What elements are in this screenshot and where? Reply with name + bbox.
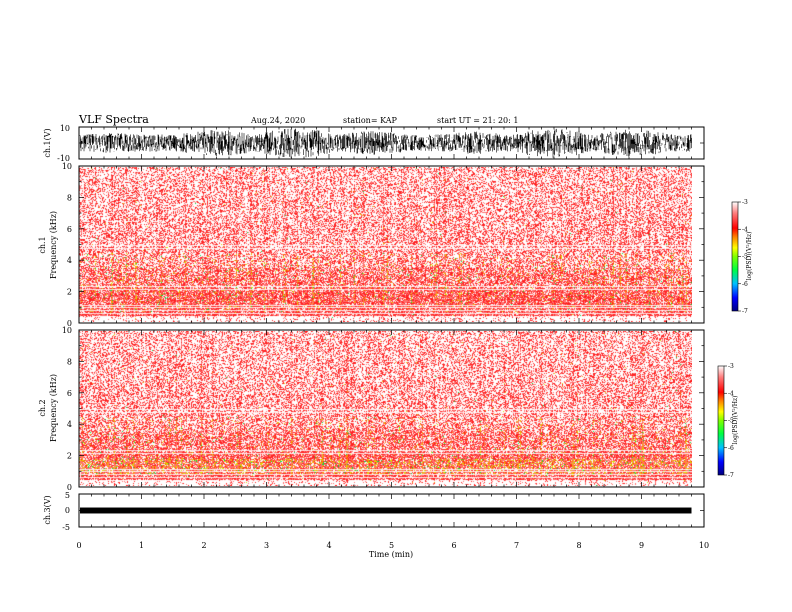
ch1-waveform-trace — [79, 128, 692, 158]
time-axis-label: Time (min) — [369, 550, 413, 559]
x-tick-label: 6 — [451, 541, 456, 550]
ch2-colorbar-gradient — [717, 365, 725, 476]
colorbar-tick-label: -6 — [728, 445, 734, 452]
colorbar-tick-label: -3 — [742, 199, 748, 206]
x-tick-label: 0 — [76, 541, 81, 550]
colorbar-tick-label: -7 — [742, 308, 748, 315]
y-tick-label: 4 — [67, 420, 72, 429]
y-tick-label: 10 — [62, 326, 72, 335]
ch1-spectrogram-panel: 0 2 4 6 8 10 ch.1 Frequency (kHz) -3 -4 -5 -6 -7 … — [38, 162, 753, 328]
ch2-spectrogram-ylabel-channel: ch.2 — [38, 399, 47, 416]
ch2-colorbar: -3 -4 -5 -6 -7 log(PSD)(V²/Hz) — [717, 363, 739, 479]
colorbar-tick-label: -5 — [742, 254, 748, 261]
colorbar-tick-label: -3 — [728, 363, 734, 370]
ch1-spectrogram-ylabel-freq: Frequency (kHz) — [49, 211, 58, 279]
colorbar-tick-label: -4 — [728, 390, 734, 397]
ch2-spectrogram-image — [79, 331, 692, 486]
ch1-waveform-ylabel: ch.1(V) — [43, 128, 52, 157]
ch1-ytick-bottom: -10 — [57, 154, 70, 163]
x-tick-label: 1 — [139, 541, 144, 550]
colorbar-tick-label: -7 — [728, 472, 734, 479]
y-tick-label: 2 — [67, 452, 72, 461]
ch3-waveform-band — [80, 507, 692, 514]
y-tick-label: 6 — [67, 389, 72, 398]
ch3-waveform-ylabel: ch.3(V) — [43, 495, 52, 524]
x-tick-label: 7 — [514, 541, 519, 550]
y-tick-label: 4 — [67, 256, 72, 265]
x-tick-label: 9 — [639, 541, 644, 550]
ch1-waveform-line — [79, 128, 692, 158]
spec1-raster — [79, 167, 692, 322]
y-tick-label: 8 — [67, 357, 72, 366]
ch3-ytick-mid: 0 — [65, 506, 70, 515]
ch2-spectrogram-ylabel-freq: Frequency (kHz) — [49, 374, 58, 442]
ch1-spectrogram-image — [79, 167, 692, 322]
y-tick-label: 6 — [67, 225, 72, 234]
ch3-ytick-top: 5 — [65, 491, 70, 500]
ch1-colorbar: -3 -4 -5 -6 -7 log(PSD)(V²/Hz) — [731, 199, 753, 315]
x-tick-label: 8 — [576, 541, 581, 550]
colorbar-tick-label: -5 — [728, 418, 734, 425]
station-label: station= KAP — [343, 116, 398, 125]
colorbar-tick-label: -6 — [742, 281, 748, 288]
ch1-ytick-top: 10 — [60, 124, 70, 133]
spec2-raster — [79, 331, 692, 486]
y-tick-label: 2 — [67, 288, 72, 297]
x-tick-label: 10 — [699, 541, 709, 550]
figure-title: VLF Spectra — [78, 113, 149, 126]
x-tick-label: 4 — [326, 541, 331, 550]
ch3-waveform-trace — [80, 507, 692, 514]
y-tick-label: 8 — [67, 193, 72, 202]
ch1-spectrogram-ylabel-channel: ch.1 — [38, 236, 47, 253]
y-tick-label: 10 — [62, 162, 72, 171]
ch2-spectrogram-panel: 0 2 4 6 8 10 ch.2 Frequency (kHz) -3 -4 -5 -6 -7 … — [38, 326, 739, 492]
ch1-waveform-panel: 10 -10 ch.1(V) — [43, 124, 705, 163]
x-tick-label: 5 — [389, 541, 394, 550]
y-tick-label: 0 — [67, 483, 72, 492]
ch2-colorbar-label: log(PSD)(V²/Hz) — [732, 396, 739, 445]
ch3-waveform-panel: 5 0 -5 ch.3(V) 0 1 2 3 4 5 6 7 8 9 10 Time (min) — [43, 491, 709, 559]
colorbar-tick-label: -4 — [742, 226, 748, 233]
y-tick-label: 0 — [67, 319, 72, 328]
ch1-colorbar-gradient — [731, 201, 739, 312]
ch1-colorbar-label: log(PSD)(V²/Hz) — [746, 232, 753, 281]
x-tick-label: 2 — [201, 541, 206, 550]
x-tick-label: 3 — [264, 541, 269, 550]
ch3-ytick-bottom: -5 — [62, 523, 70, 532]
start-time-label: start UT = 21: 20: 1 — [437, 116, 518, 125]
date-label: Aug.24, 2020 — [250, 116, 305, 125]
